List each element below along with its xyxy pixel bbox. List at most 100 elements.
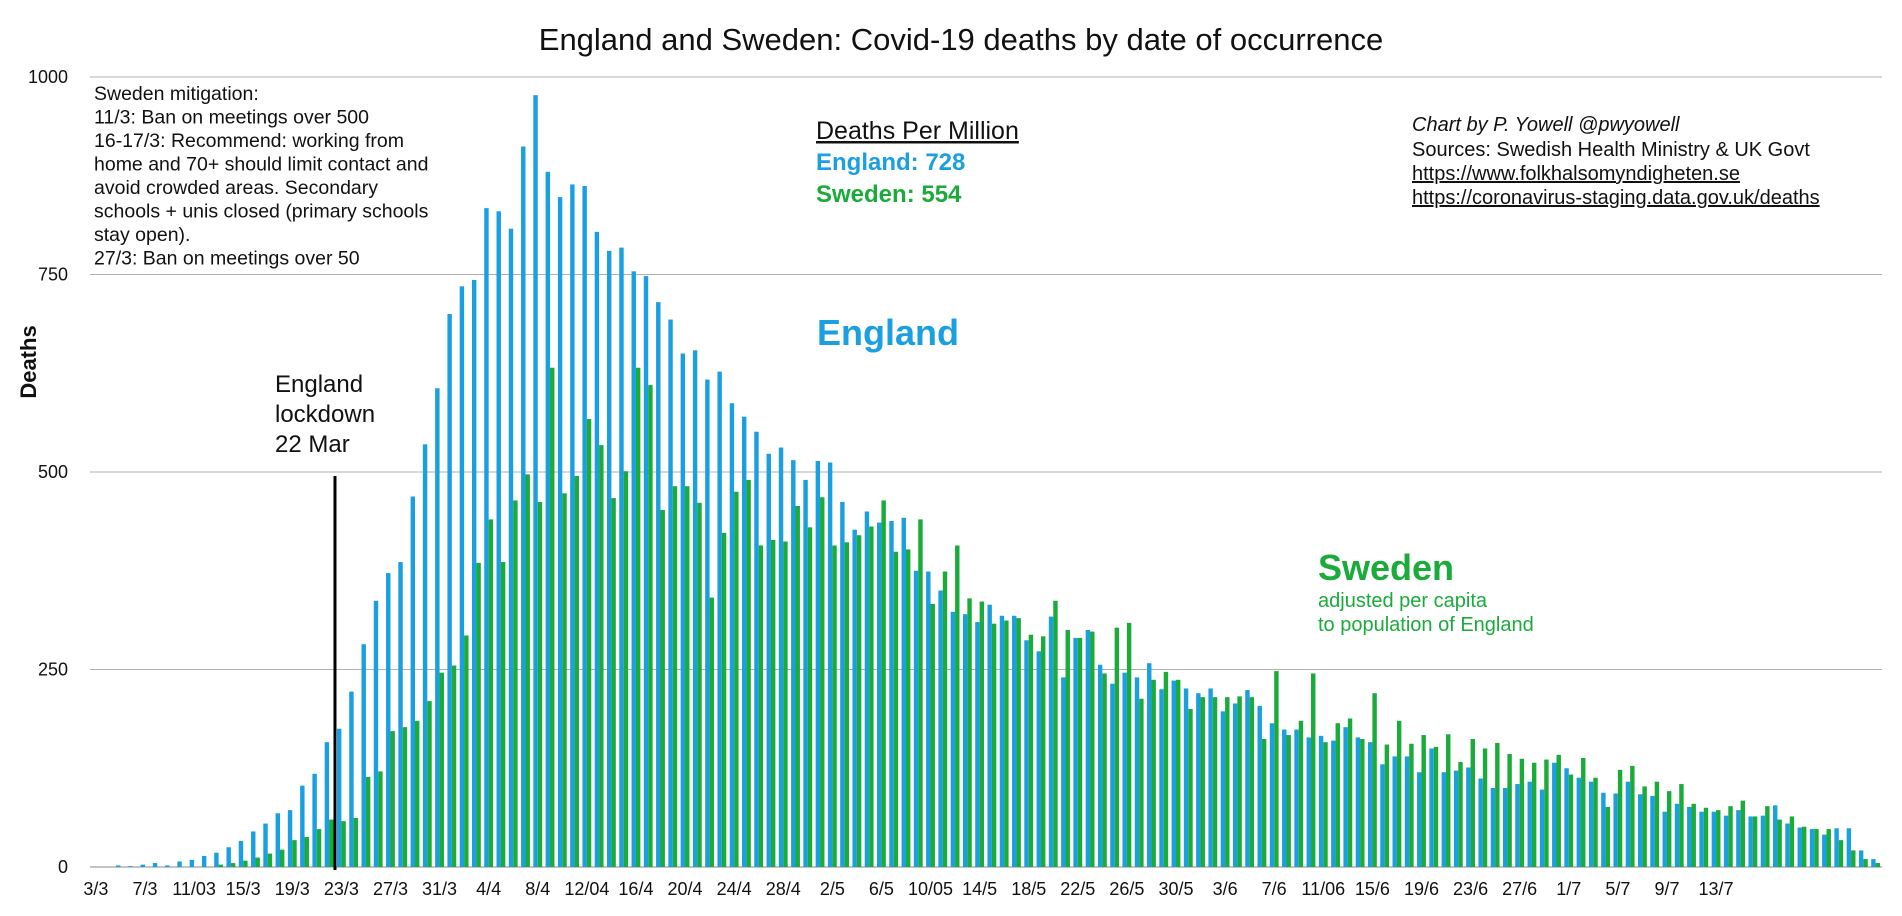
x-tick-label: 9/7 <box>1654 879 1679 899</box>
bar-sweden <box>1863 859 1868 867</box>
bar-sweden <box>1691 803 1696 867</box>
bar-sweden <box>550 367 555 867</box>
bar-england <box>1809 829 1815 867</box>
bar-sweden <box>844 542 850 867</box>
bar-england <box>263 823 268 867</box>
dpm-sweden: Sweden: 554 <box>816 181 962 208</box>
bar-england <box>361 644 366 867</box>
bar-england <box>1613 793 1618 867</box>
bar-england <box>214 852 219 867</box>
bar-sweden <box>1507 754 1512 867</box>
bar-england <box>582 186 587 867</box>
y-axis-ticks: 0 250 500 750 1000 <box>28 67 68 877</box>
bar-england <box>1552 762 1557 867</box>
mitigation-line: 16-17/3: Recommend: working from <box>94 130 404 152</box>
lockdown-label: England lockdown 22 Mar <box>275 371 382 458</box>
bar-england <box>447 314 452 867</box>
bar-sweden <box>1249 697 1255 867</box>
bar-england <box>1723 815 1729 867</box>
x-tick-label: 19/6 <box>1404 879 1439 899</box>
bar-sweden <box>1360 739 1365 867</box>
mitigation-line: 27/3: Ban on meetings over 50 <box>94 248 360 270</box>
bar-sweden <box>795 505 800 867</box>
bar-england <box>1625 781 1631 867</box>
bar-sweden <box>1605 806 1611 867</box>
bar-sweden <box>1752 816 1758 867</box>
bar-sweden <box>267 853 273 867</box>
bar-england <box>459 286 465 868</box>
bar-sweden <box>574 475 579 867</box>
bar-sweden <box>476 562 481 867</box>
bar-england <box>705 379 710 867</box>
bar-england <box>1858 850 1864 867</box>
sweden-adjustment-line: adjusted per capita <box>1318 590 1488 612</box>
bar-sweden <box>353 818 359 867</box>
bar-england <box>962 614 968 867</box>
bar-england <box>1785 823 1790 867</box>
bar-sweden <box>1126 622 1132 867</box>
bar-sweden <box>402 727 408 867</box>
bar-england <box>300 785 305 867</box>
bar-sweden <box>1838 840 1844 867</box>
bar-england <box>533 95 538 868</box>
bar-england <box>1650 795 1655 867</box>
mitigation-note: Sweden mitigation: 11/3: Ban on meetings… <box>94 83 434 270</box>
x-tick-label: 24/4 <box>717 879 752 899</box>
mitigation-line: avoid crowded areas. Secondary <box>94 177 378 199</box>
x-tick-label: 19/3 <box>275 879 310 899</box>
bar-sweden <box>1151 679 1156 867</box>
x-tick-label: 12/04 <box>564 879 609 899</box>
bar-england <box>1208 688 1213 867</box>
bar-sweden <box>1323 742 1328 867</box>
bar-england <box>815 460 821 867</box>
bar-england <box>373 600 379 867</box>
x-tick-label: 22/5 <box>1060 879 1095 899</box>
x-tick-label: 4/4 <box>476 879 501 899</box>
bar-sweden <box>1544 759 1549 867</box>
bar-england <box>1429 748 1434 867</box>
bar-sweden <box>1519 758 1525 867</box>
bar-sweden <box>230 863 236 867</box>
bar-sweden <box>1163 671 1169 867</box>
bar-england <box>1085 630 1091 867</box>
bar-england <box>1441 772 1447 867</box>
bar-england <box>1024 640 1029 867</box>
y-tick-label: 0 <box>58 857 68 877</box>
bar-sweden <box>869 526 874 867</box>
bar-england <box>975 622 980 867</box>
chart-title: England and Sweden: Covid-19 deaths by d… <box>539 22 1383 57</box>
bar-sweden <box>918 519 923 867</box>
bar-england <box>1748 816 1753 867</box>
bar-sweden <box>770 539 776 867</box>
bar-england <box>1073 637 1078 867</box>
bar-england <box>717 371 722 867</box>
source-link[interactable]: https://www.folkhalsomyndigheten.se <box>1412 163 1740 185</box>
mitigation-line: schools + unis closed (primary schools <box>94 201 429 223</box>
bar-england <box>1269 723 1275 867</box>
bar-sweden <box>1053 600 1058 867</box>
bar-sweden <box>427 701 432 867</box>
bar-england <box>422 444 428 867</box>
bar-sweden <box>562 493 567 867</box>
bar-england <box>1736 810 1741 867</box>
bar-england <box>803 479 808 867</box>
bar-sweden <box>1568 774 1574 867</box>
bar-sweden <box>1654 781 1660 867</box>
bar-england <box>987 604 992 867</box>
bar-sweden <box>734 491 739 867</box>
source-link[interactable]: https://coronavirus-staging.data.gov.uk/… <box>1412 187 1820 209</box>
bar-england <box>557 197 563 867</box>
bar-sweden <box>586 419 592 867</box>
bar-england <box>1306 737 1312 867</box>
bar-england <box>926 571 931 867</box>
sweden-adjustment-line: to population of England <box>1318 614 1534 636</box>
bar-sweden <box>390 731 395 867</box>
bar-england <box>1294 729 1299 867</box>
bar-sweden <box>1777 819 1782 867</box>
bar-sweden <box>1409 743 1414 867</box>
x-tick-label: 3/3 <box>83 879 108 899</box>
bar-england <box>1404 756 1410 867</box>
bar-sweden <box>1237 696 1242 867</box>
bar-sweden <box>1102 673 1107 867</box>
bar-england <box>1380 764 1385 867</box>
